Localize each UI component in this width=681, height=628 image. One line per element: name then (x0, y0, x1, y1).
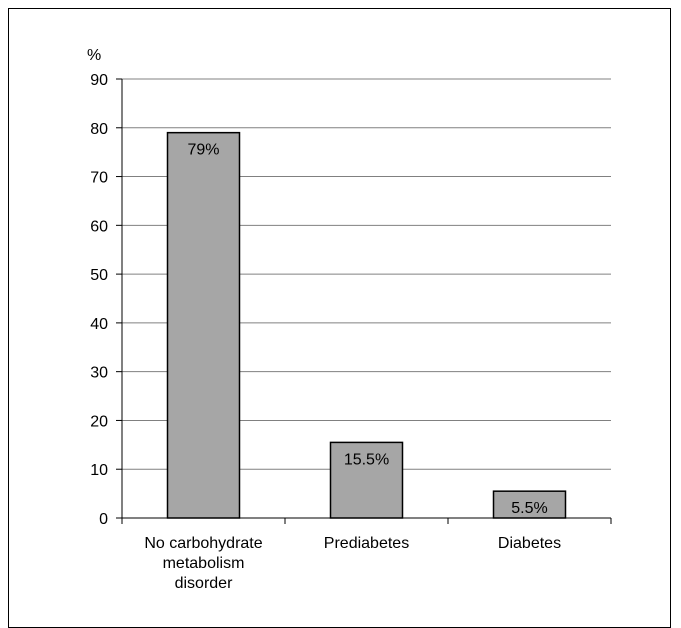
x-category-label: Prediabetes (324, 535, 409, 552)
y-tick-label: 20 (90, 413, 108, 430)
x-category-label-line: disorder (175, 575, 233, 592)
bar (329, 441, 404, 519)
y-tick-label: 30 (90, 365, 108, 382)
labels: 0 10 20 30 40 50 60 70 80 90% 79% 15.5% 5.5% No carbo… (87, 47, 561, 592)
axes (116, 78, 612, 524)
bar-data-label: 79% (187, 142, 219, 159)
bars (166, 131, 567, 519)
bar-data-label: 5.5% (511, 500, 547, 517)
y-tick-label: 10 (90, 462, 108, 479)
x-category-label-line: Diabetes (498, 535, 561, 552)
y-tick-label: 70 (90, 170, 108, 187)
y-tick-label: 60 (90, 218, 108, 235)
x-category-label: Diabetes (498, 535, 561, 552)
bar (166, 131, 241, 519)
y-tick-label: 0 (99, 511, 108, 528)
y-tick-label: 80 (90, 121, 108, 138)
x-category-label: No carbohydrate metabolism disorder (144, 535, 262, 592)
x-category-label-line: metabolism (163, 555, 245, 572)
bar-data-label: 15.5% (344, 451, 389, 468)
y-tick-label: 50 (90, 267, 108, 284)
x-category-label-line: No carbohydrate (144, 535, 262, 552)
y-tick-label: 90 (90, 72, 108, 89)
x-category-label-line: Prediabetes (324, 535, 409, 552)
y-tick-label: 40 (90, 316, 108, 333)
y-axis-unit-label: % (87, 47, 101, 64)
